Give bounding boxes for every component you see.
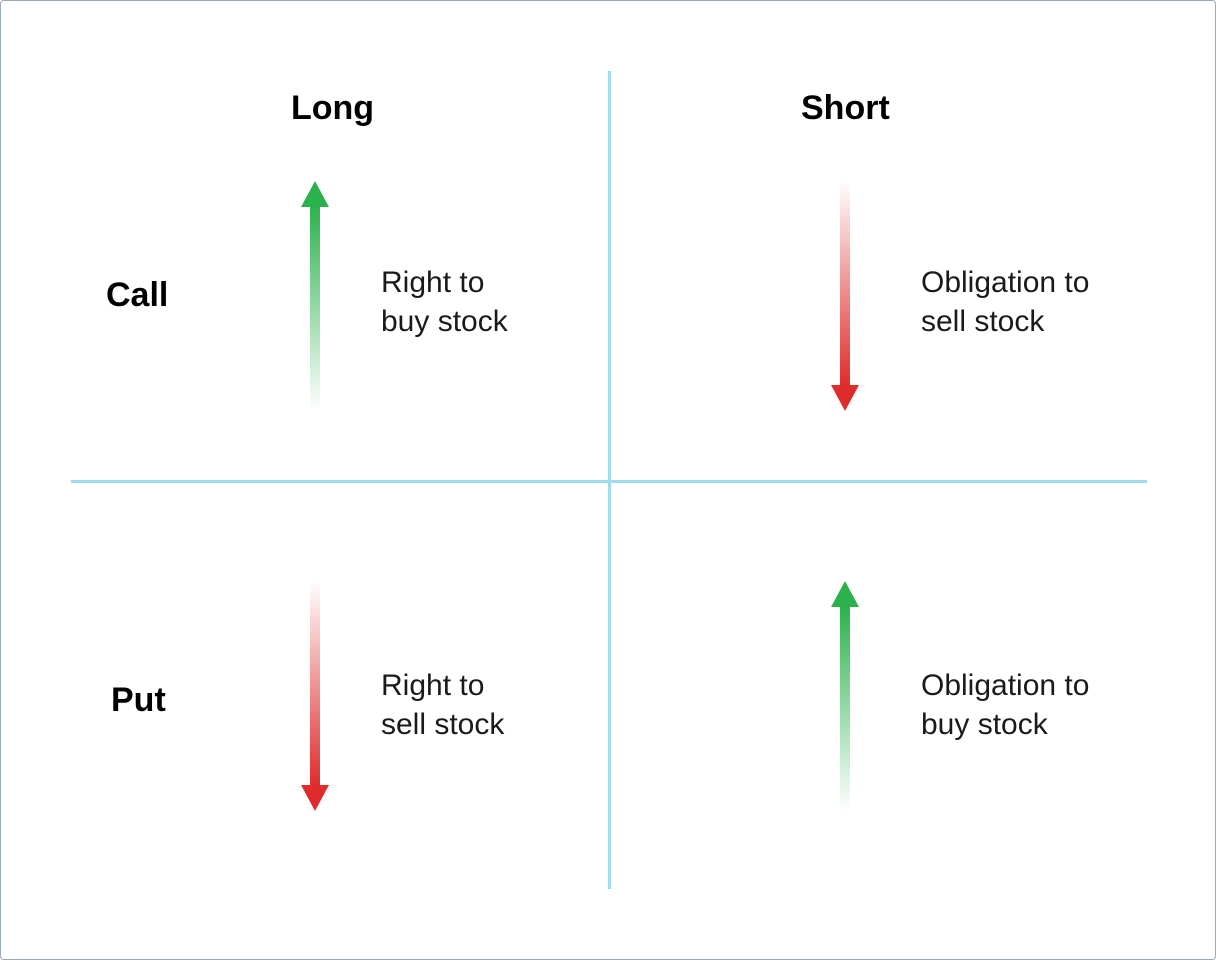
text-line: buy stock [381,305,508,338]
text-line: sell stock [921,305,1044,338]
arrow-up-icon [831,581,859,816]
short-call-description: Obligation to sell stock [921,263,1089,341]
column-header-long: Long [291,89,374,128]
horizontal-divider [71,480,1147,483]
long-put-description: Right to sell stock [381,666,504,744]
arrow-down-icon [301,581,329,816]
text-line: buy stock [921,708,1048,741]
text-line: Right to [381,266,484,299]
options-matrix-diagram: Long Short Call Put Right to buy stock [0,0,1216,960]
row-header-put: Put [111,681,166,720]
long-call-description: Right to buy stock [381,263,508,341]
short-put-description: Obligation to buy stock [921,666,1089,744]
arrow-up-icon [301,181,329,416]
text-line: Obligation to [921,669,1089,702]
row-header-call: Call [106,276,168,315]
arrow-down-icon [831,181,859,416]
text-line: Obligation to [921,266,1089,299]
text-line: sell stock [381,708,504,741]
column-header-short: Short [801,89,890,128]
text-line: Right to [381,669,484,702]
